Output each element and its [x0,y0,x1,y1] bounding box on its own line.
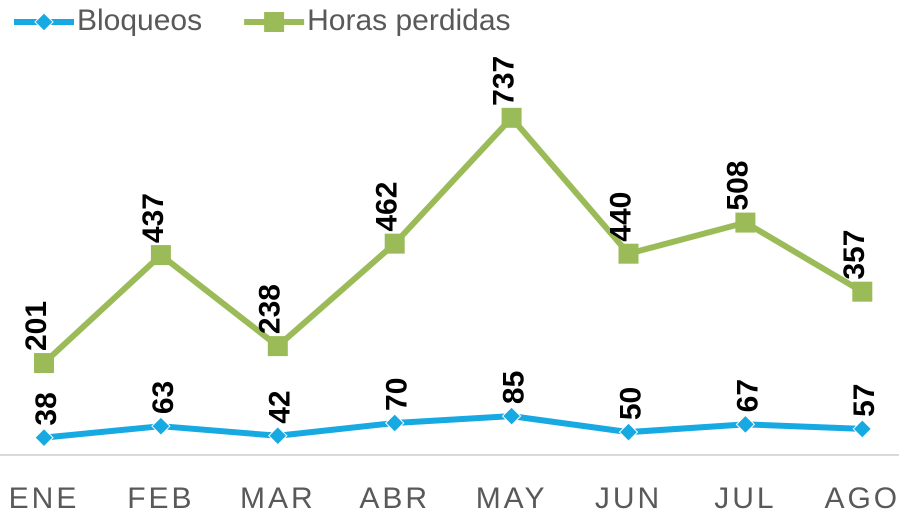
data-point [150,245,171,266]
data-point [34,427,54,448]
x-tick-label: AGO [824,482,899,515]
data-label: 70 [381,378,414,411]
data-point [852,419,873,439]
data-point [501,107,522,128]
data-point [618,243,639,264]
legend-label: Bloqueos [77,4,202,37]
data-label: 737 [488,56,521,106]
data-label: 437 [137,193,170,243]
series-line [43,413,863,441]
data-label: 50 [614,387,647,420]
data-point [618,422,639,442]
data-point [852,281,873,302]
x-tick-label: ENE [9,482,80,515]
x-tick-label: MAY [476,482,548,515]
legend-marker [264,12,285,32]
data-point [384,413,405,433]
data-point [268,426,288,446]
data-point [267,336,288,357]
legend-label: Horas perdidas [307,4,510,37]
data-label: 440 [604,192,637,242]
data-label: 238 [254,284,287,334]
data-label: 85 [498,371,531,404]
data-label: 63 [147,381,180,414]
x-tick-label: JUN [595,482,662,515]
data-point [151,416,171,436]
data-point [34,353,54,374]
data-point [735,414,756,435]
data-label: 42 [264,390,297,423]
data-label: 357 [838,230,871,280]
data-point [384,233,405,254]
x-tick-label: ABR [359,482,430,515]
data-label: 201 [20,301,53,351]
data-label: 67 [731,379,764,412]
data-point [501,406,522,426]
x-tick-label: MAR [240,482,316,515]
data-label: 57 [848,384,881,417]
data-label: 508 [721,161,754,211]
data-label: 462 [371,182,404,232]
data-label: 38 [30,392,63,425]
series-line [41,114,864,366]
legend-marker [34,12,54,32]
x-tick-label: JUL [714,482,776,515]
data-point [735,212,756,233]
x-tick-label: FEB [127,482,194,515]
